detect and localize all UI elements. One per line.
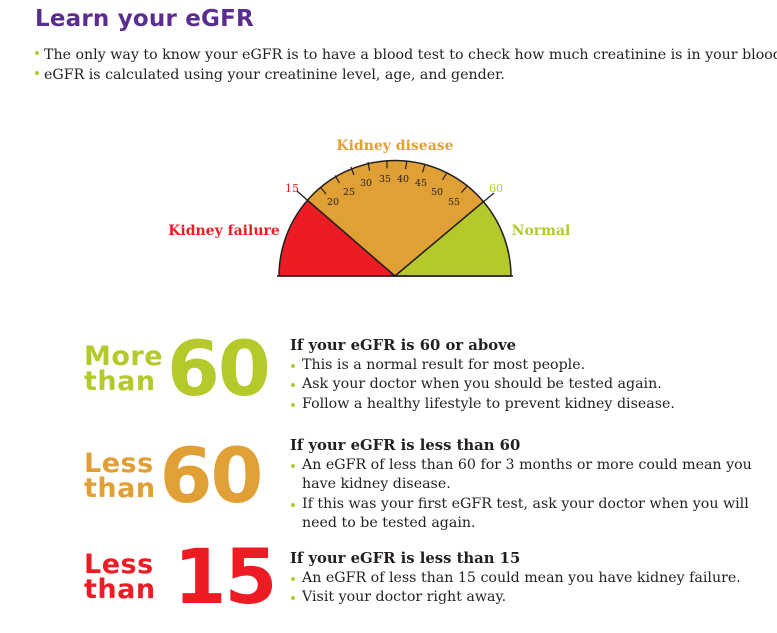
list-item: If this was your first eGFR test, ask yo…: [290, 495, 760, 534]
tick-label: 35: [379, 174, 391, 185]
bullet-icon: [291, 502, 295, 507]
list-item: This is a normal result for most people.: [290, 356, 675, 376]
tick-label: 30: [360, 178, 372, 189]
bullet-icon: [291, 463, 295, 468]
tick-label: 20: [327, 197, 339, 208]
range-word: than: [84, 366, 156, 397]
section-heading: If your eGFR is less than 60: [290, 437, 521, 454]
tick-label: 50: [431, 187, 443, 198]
boundary-label-15: 15: [285, 182, 299, 195]
tick-label: 25: [343, 187, 355, 198]
egfr-gauge: 20 25 30 35 40 45 50 55 15 60 Kidney dis…: [168, 138, 571, 277]
section-heading: If your eGFR is less than 15: [290, 550, 521, 567]
intro-list: The only way to know your eGFR is to hav…: [35, 45, 777, 85]
bullet-icon: [291, 402, 295, 407]
range-word: than: [84, 574, 156, 605]
range-word: Less: [84, 448, 154, 479]
section-heading: If your eGFR is 60 or above: [290, 337, 517, 354]
range-word: Less: [84, 549, 154, 580]
range-words: Less than: [84, 448, 156, 504]
list-item-text: If this was your first eGFR test, ask yo…: [302, 495, 749, 532]
bullet-icon: [291, 596, 295, 600]
range-word: than: [84, 473, 156, 504]
intro-item: The only way to know your eGFR is to hav…: [35, 45, 777, 65]
list-item: An eGFR of less than 60 for 3 months or …: [290, 456, 760, 495]
range-words: More than: [84, 341, 164, 397]
label-normal: Normal: [512, 223, 571, 239]
boundary-label-60: 60: [489, 182, 503, 195]
bullet-icon: [291, 576, 295, 581]
section-less-than-15: If your eGFR is less than 15 An eGFR of …: [290, 549, 741, 608]
range-less-than-60: Less than 60: [84, 431, 264, 520]
bullet-icon: [291, 363, 295, 368]
gauge-segment-disease: [306, 159, 485, 277]
range-number: 15: [173, 532, 278, 621]
intro-text: eGFR is calculated using your creatinine…: [44, 67, 505, 83]
list-item: An eGFR of less than 15 could mean you h…: [290, 569, 741, 589]
page-title: Learn your eGFR: [35, 6, 254, 32]
intro-item: eGFR is calculated using your creatinine…: [35, 65, 777, 85]
bullet-icon: [291, 383, 295, 387]
list-item-text: Visit your doctor right away.: [302, 589, 507, 605]
gauge-tick-labels: 20 25 30 35 40 45 50 55: [327, 174, 460, 208]
bullet-icon: [35, 51, 39, 55]
tick-label: 55: [448, 197, 460, 208]
list-item: Ask your doctor when you should be teste…: [290, 375, 675, 395]
gauge-ticks: [320, 160, 468, 195]
range-word: More: [84, 341, 164, 372]
label-kidney-disease: Kidney disease: [336, 138, 453, 154]
range-words: Less than: [84, 549, 156, 605]
list-item-text: An eGFR of less than 60 for 3 months or …: [302, 456, 752, 493]
tick-label: 40: [397, 174, 409, 185]
bullet-icon: [35, 71, 39, 75]
list-item-text: Follow a healthy lifestyle to prevent ki…: [302, 395, 675, 412]
gauge-segment-normal: [392, 200, 512, 277]
tick-label: 45: [415, 178, 427, 189]
list-item: Visit your doctor right away.: [290, 588, 741, 608]
list-item-text: An eGFR of less than 15 could mean you h…: [302, 569, 741, 586]
range-more-than-60: More than 60: [84, 324, 271, 413]
intro-text: The only way to know your eGFR is to hav…: [44, 47, 777, 63]
range-less-than-15: Less than 15: [84, 532, 278, 621]
label-kidney-failure: Kidney failure: [168, 223, 280, 239]
list-item: Follow a healthy lifestyle to prevent ki…: [290, 395, 675, 415]
list-item-text: This is a normal result for most people.: [302, 356, 586, 373]
list-item-text: Ask your doctor when you should be teste…: [302, 376, 662, 392]
section-less-than-60: If your eGFR is less than 60 An eGFR of …: [290, 436, 760, 534]
gauge-segment-failure: [278, 199, 398, 277]
section-60-or-above: If your eGFR is 60 or above This is a no…: [290, 336, 675, 414]
range-number: 60: [159, 431, 264, 520]
range-number: 60: [167, 324, 271, 413]
